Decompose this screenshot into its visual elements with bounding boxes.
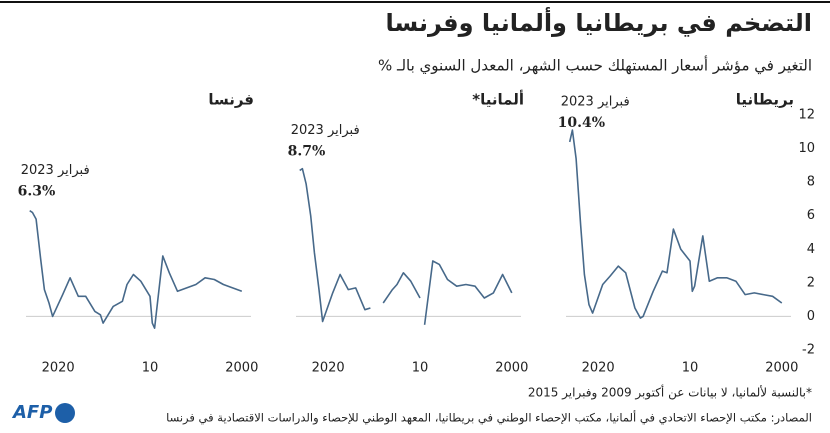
y-tick-label: 6 — [807, 208, 815, 223]
x-tick-label: 2000 — [495, 361, 528, 376]
panel-title: بريطانيا — [736, 91, 794, 109]
y-tick-label: 12 — [798, 108, 815, 123]
series-line — [568, 129, 783, 319]
logo-text: AFP — [11, 402, 52, 423]
x-tick-label: 2020 — [582, 361, 615, 376]
y-tick-label: 0 — [807, 309, 815, 324]
source: المصادر: مكتب الإحصاء الاتحادي في ألماني… — [166, 410, 812, 426]
chart-subtitle: التغير في مؤشر أسعار المستهلك حسب الشهر،… — [378, 56, 812, 76]
x-tick-label: 2020 — [312, 361, 345, 376]
series-line — [29, 210, 243, 329]
logo-dot — [55, 403, 75, 423]
annotation-label: فبراير 2023 — [21, 163, 90, 178]
x-tick-label: 10 — [142, 361, 159, 376]
y-tick-label: -2 — [802, 343, 815, 358]
x-tick-label: 10 — [682, 361, 699, 376]
annotation-label: فبراير 2023 — [291, 123, 360, 138]
y-tick-label: 8 — [807, 175, 815, 190]
chart-title: التضخم في بريطانيا وألمانيا وفرنسا — [386, 7, 812, 37]
logo: AFP — [11, 402, 75, 423]
panel-title: ألمانيا* — [472, 90, 524, 109]
annotation-value: 6.3% — [18, 184, 56, 200]
annotation-value: 8.7% — [288, 143, 326, 159]
y-tick-label: 2 — [807, 275, 815, 290]
footnote: *بالنسبة لألمانيا، لا بيانات عن أكتوبر 2… — [528, 385, 812, 401]
y-tick-label: 10 — [798, 141, 815, 156]
x-tick-label: 2000 — [765, 361, 798, 376]
x-tick-label: 2000 — [225, 361, 258, 376]
x-tick-label: 10 — [412, 361, 429, 376]
panel-title: فرنسا — [208, 91, 254, 109]
x-tick-label: 2020 — [42, 361, 75, 376]
annotation-label: فبراير 2023 — [561, 94, 630, 109]
annotation-value: 10.4% — [558, 115, 605, 131]
series-line — [299, 167, 513, 325]
y-tick-label: 4 — [807, 242, 815, 257]
